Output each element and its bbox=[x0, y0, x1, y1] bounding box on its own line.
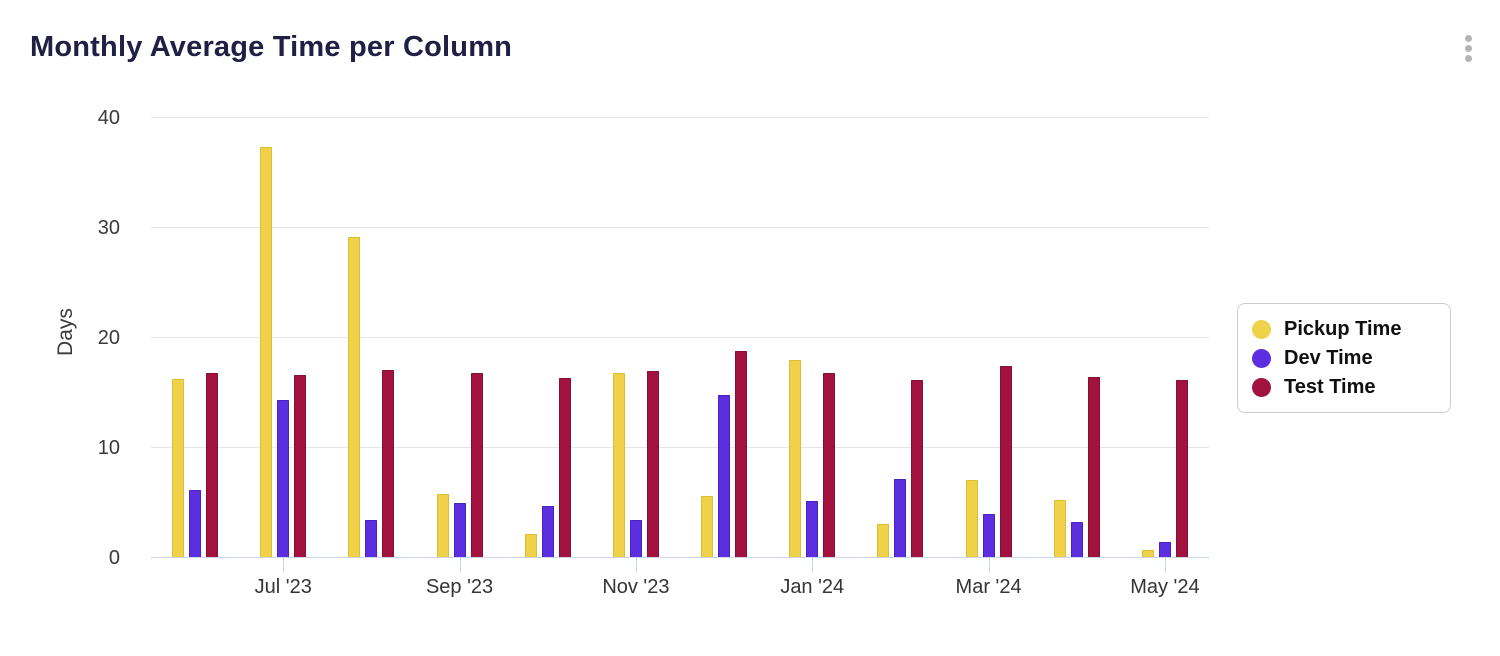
gridline-40 bbox=[151, 117, 1209, 118]
bar-test-time-dec-23[interactable] bbox=[735, 351, 748, 558]
bar-pickup-time-oct-23[interactable] bbox=[524, 533, 537, 558]
x-tick-sep-23 bbox=[459, 558, 461, 573]
legend-item-pickup-time[interactable]: Pickup Time bbox=[1252, 315, 1436, 344]
bar-test-time-sep-23[interactable] bbox=[470, 373, 483, 558]
kebab-dot bbox=[1464, 44, 1472, 52]
y-tick-label-30: 30 bbox=[97, 217, 120, 239]
bar-pickup-time-nov-23[interactable] bbox=[612, 373, 625, 558]
x-tick-label-jan-24: Jan '24 bbox=[780, 576, 845, 598]
x-tick-label-nov-23: Nov '23 bbox=[602, 576, 670, 598]
bar-dev-time-aug-23[interactable] bbox=[365, 519, 378, 558]
bar-dev-time-feb-24[interactable] bbox=[894, 478, 907, 558]
bar-pickup-time-may-24[interactable] bbox=[1141, 550, 1154, 558]
x-tick-label-jul-23: Jul '23 bbox=[254, 576, 312, 598]
bar-pickup-time-aug-23[interactable] bbox=[348, 236, 361, 558]
bar-pickup-time-jan-24[interactable] bbox=[789, 360, 802, 558]
legend-swatch-pickup-time bbox=[1252, 320, 1271, 339]
y-tick-label-0: 0 bbox=[108, 547, 120, 569]
kebab-dot bbox=[1464, 34, 1472, 42]
bar-test-time-oct-23[interactable] bbox=[558, 377, 571, 558]
y-tick-label-10: 10 bbox=[97, 437, 120, 459]
bar-test-time-jan-24[interactable] bbox=[823, 373, 836, 558]
legend-swatch-test-time bbox=[1252, 378, 1271, 397]
legend-swatch-dev-time bbox=[1252, 349, 1271, 368]
bar-dev-time-apr-24[interactable] bbox=[1070, 521, 1083, 558]
bar-pickup-time-jun-23[interactable] bbox=[172, 378, 185, 558]
gridline-30 bbox=[151, 227, 1209, 228]
bar-dev-time-mar-24[interactable] bbox=[982, 514, 995, 558]
legend: Pickup Time Dev Time Test Time bbox=[1237, 303, 1451, 413]
bar-test-time-aug-23[interactable] bbox=[382, 369, 395, 558]
bar-test-time-may-24[interactable] bbox=[1175, 379, 1188, 558]
gridline-20 bbox=[151, 337, 1209, 338]
bar-pickup-time-dec-23[interactable] bbox=[701, 496, 714, 558]
bar-test-time-jul-23[interactable] bbox=[294, 375, 307, 558]
bar-dev-time-may-24[interactable] bbox=[1158, 541, 1171, 558]
x-tick-mar-24 bbox=[988, 558, 990, 573]
bar-test-time-nov-23[interactable] bbox=[646, 371, 659, 558]
x-tick-label-sep-23: Sep '23 bbox=[425, 576, 494, 598]
bar-dev-time-dec-23[interactable] bbox=[718, 395, 731, 558]
kebab-menu-icon[interactable] bbox=[1460, 33, 1476, 63]
plot-area: 0 10 20 30 40 Jul '23 Sep '23 Nov '23 Jan '24 Mar… bbox=[98, 108, 1209, 598]
x-tick-nov-23 bbox=[635, 558, 637, 573]
x-tick-label-mar-24: Mar '24 bbox=[955, 576, 1022, 598]
y-tick-label-40: 40 bbox=[97, 107, 120, 129]
legend-item-dev-time[interactable]: Dev Time bbox=[1252, 344, 1436, 373]
bar-pickup-time-jul-23[interactable] bbox=[260, 146, 273, 558]
bar-pickup-time-apr-24[interactable] bbox=[1053, 499, 1066, 558]
legend-label: Dev Time bbox=[1284, 347, 1373, 369]
bar-dev-time-jan-24[interactable] bbox=[806, 500, 819, 558]
y-tick-label-20: 20 bbox=[97, 327, 120, 349]
legend-label: Pickup Time bbox=[1284, 318, 1402, 340]
bar-test-time-mar-24[interactable] bbox=[999, 365, 1012, 558]
bar-pickup-time-sep-23[interactable] bbox=[436, 494, 449, 558]
bar-test-time-apr-24[interactable] bbox=[1087, 376, 1100, 558]
legend-label: Test Time bbox=[1284, 376, 1376, 398]
bar-dev-time-sep-23[interactable] bbox=[453, 503, 466, 558]
x-tick-may-24 bbox=[1164, 558, 1166, 573]
legend-item-test-time[interactable]: Test Time bbox=[1252, 373, 1436, 402]
x-axis-line bbox=[151, 557, 1209, 558]
bar-dev-time-nov-23[interactable] bbox=[629, 519, 642, 558]
x-tick-label-may-24: May '24 bbox=[1130, 576, 1200, 598]
bar-pickup-time-feb-24[interactable] bbox=[877, 523, 890, 558]
gridline-10 bbox=[151, 447, 1209, 448]
bar-dev-time-jun-23[interactable] bbox=[189, 489, 202, 558]
x-tick-jul-23 bbox=[283, 558, 285, 573]
kebab-dot bbox=[1464, 54, 1472, 62]
chart-title: Monthly Average Time per Column bbox=[30, 31, 513, 63]
bar-test-time-feb-24[interactable] bbox=[911, 379, 924, 558]
bar-test-time-jun-23[interactable] bbox=[206, 373, 219, 558]
bar-dev-time-oct-23[interactable] bbox=[541, 506, 554, 558]
bar-pickup-time-mar-24[interactable] bbox=[965, 479, 978, 558]
bar-dev-time-jul-23[interactable] bbox=[277, 399, 290, 558]
x-tick-jan-24 bbox=[812, 558, 814, 573]
